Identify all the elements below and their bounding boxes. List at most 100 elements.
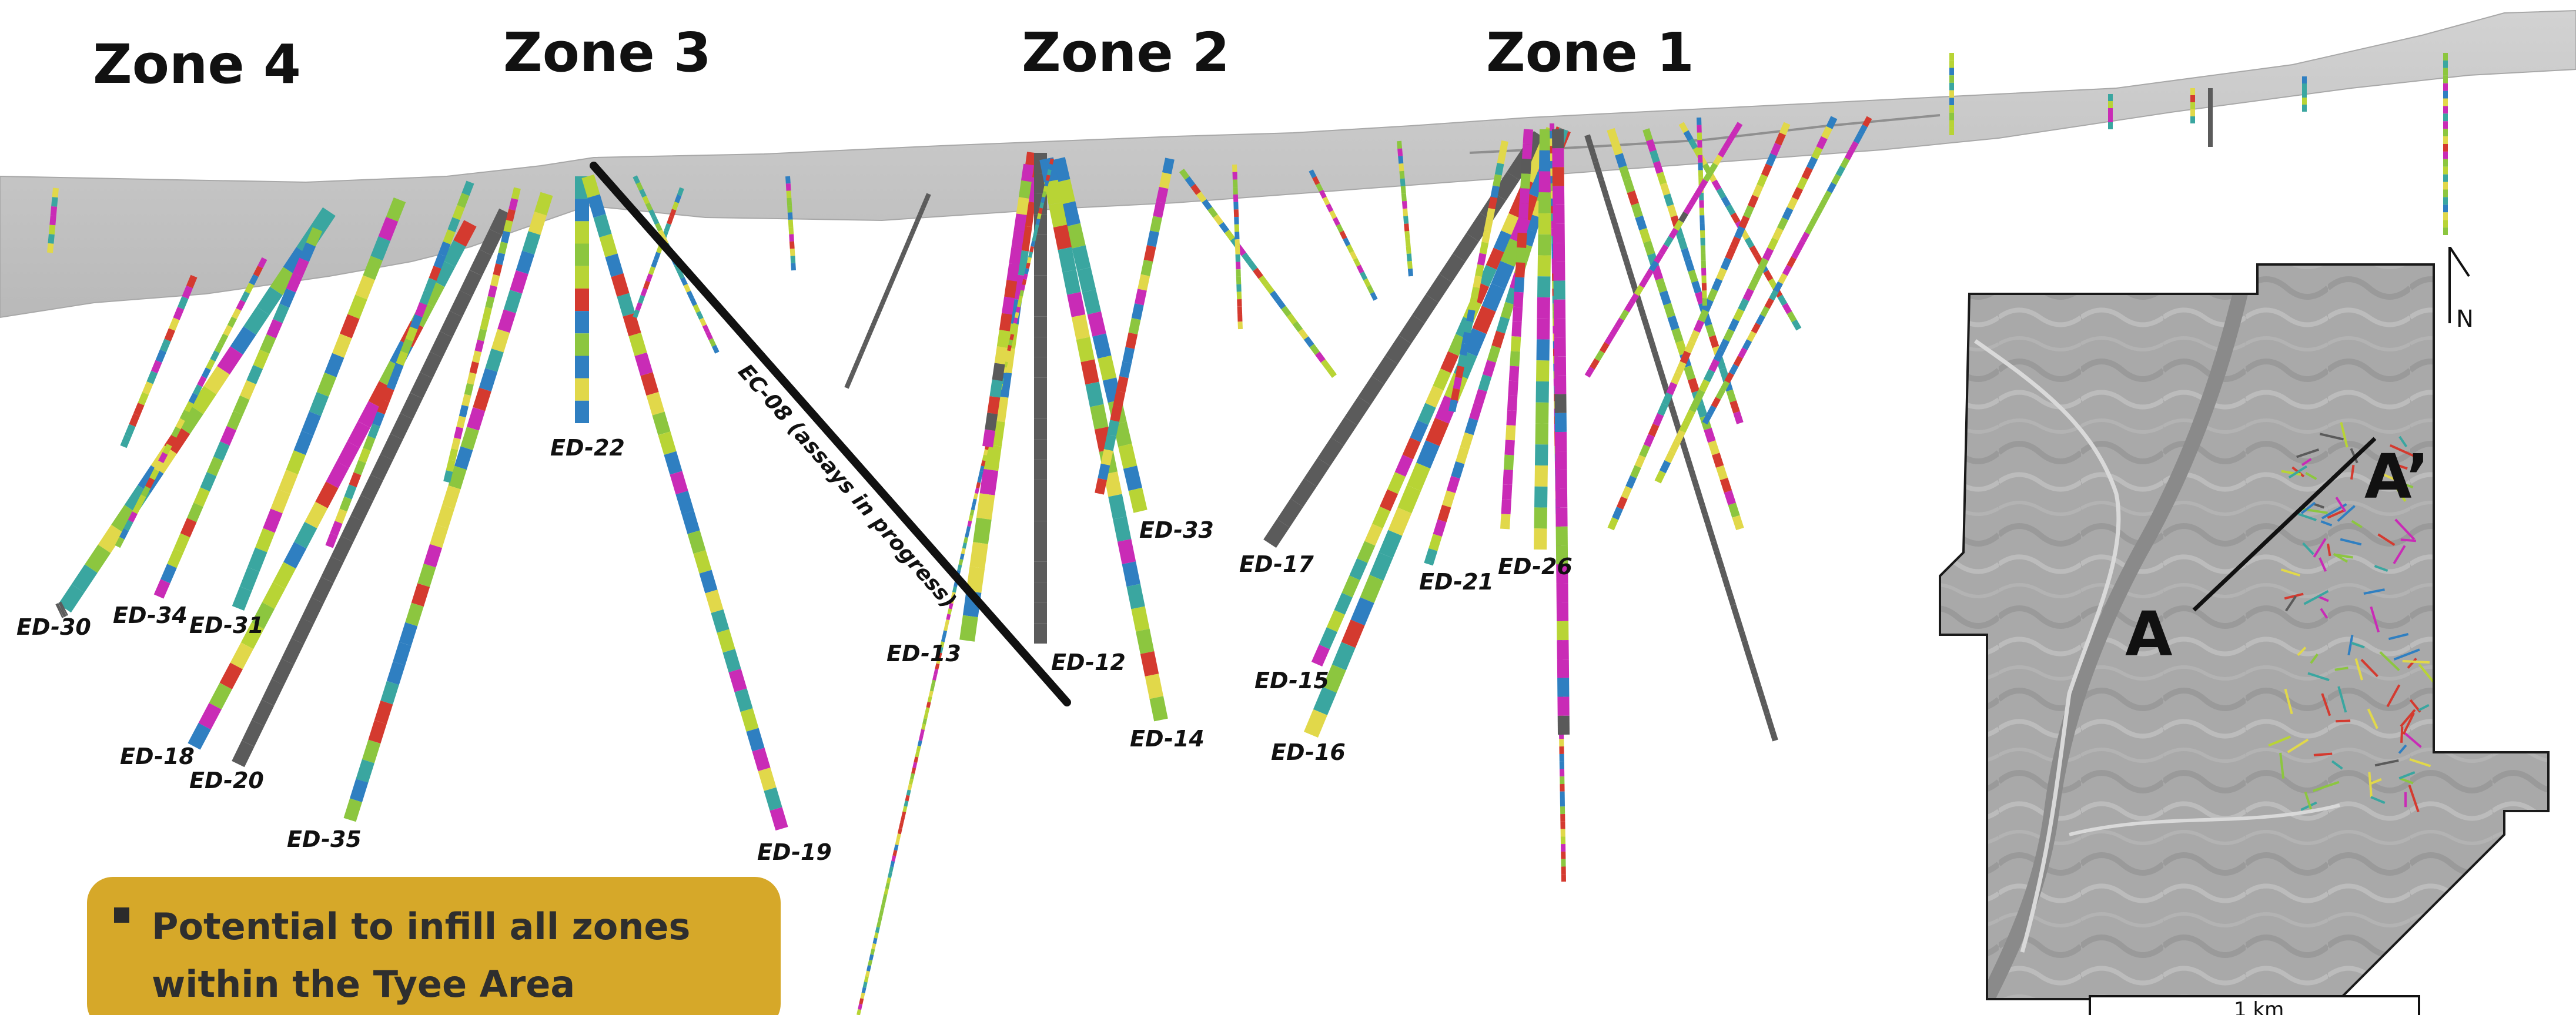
- trace-z2d: [1232, 164, 1243, 330]
- trace-ed-30-tip: [55, 601, 68, 618]
- inset-location-map: A A’ N 1 km: [1916, 247, 2576, 1015]
- inset-collar-trace: [2393, 483, 2407, 502]
- trace-ed-34: [153, 227, 323, 599]
- infill-callout-box: Potential to infill all zones within the…: [87, 877, 781, 1015]
- trace-ed-26: [1534, 129, 1553, 550]
- inset-collar-trace: [2363, 588, 2385, 595]
- inset-collar-trace: [2320, 520, 2333, 527]
- trace-ed-31: [232, 197, 406, 611]
- inset-collar-trace: [2307, 672, 2330, 682]
- inset-collar-trace: [2319, 557, 2327, 572]
- inset-collar-trace: [2313, 752, 2333, 756]
- terrain-surface: [0, 9, 2576, 319]
- trace-z2a: [982, 163, 1034, 448]
- trace-z1f: [1654, 116, 1838, 484]
- drill-collar-cluster: [2268, 422, 2437, 812]
- inset-collar-trace: [2368, 772, 2373, 798]
- hole-label-ed-12: ED-12: [1051, 649, 1126, 675]
- inset-collar-trace: [2407, 657, 2417, 669]
- inset-collar-trace: [2384, 460, 2408, 470]
- section-line-a-a-prime: [2192, 437, 2377, 612]
- hole-label-ed-20: ED-20: [189, 768, 264, 793]
- section-end-label: A’: [2364, 441, 2430, 512]
- inset-collar-trace: [2389, 444, 2416, 458]
- trace-z2e: [1309, 169, 1378, 301]
- hole-label-ed-13: ED-13: [886, 641, 961, 666]
- callout-bullet-marker: [114, 907, 129, 923]
- inset-collar-trace: [2284, 688, 2293, 715]
- callout-bullet-text: Potential to infill all zones within the…: [152, 905, 691, 1006]
- trace-z1i: [1448, 140, 1508, 413]
- trace-z2b: [1095, 158, 1175, 495]
- inset-collar-trace: [2284, 592, 2304, 600]
- inset-collar-trace: [2402, 712, 2415, 735]
- inset-collar-trace: [2279, 752, 2285, 779]
- trace-ed-18: [188, 220, 477, 750]
- trace-ed-14: [1039, 157, 1168, 722]
- hole-label-ed-30: ED-30: [16, 614, 91, 640]
- inset-collar-trace: [2280, 568, 2300, 577]
- trace-ed-35: [343, 192, 553, 822]
- trace-z1-mag2: [1500, 129, 1533, 530]
- inset-map-canvas: [1939, 247, 2550, 1015]
- inset-collar-trace: [2400, 726, 2404, 743]
- inset-collar-trace: [2400, 777, 2414, 785]
- trace-w7: [785, 176, 796, 271]
- inset-collar-trace: [2350, 464, 2355, 480]
- inset-collar-trace: [2337, 686, 2347, 713]
- inset-collar-trace: [2400, 709, 2416, 728]
- drill-holes-layer: [47, 53, 2448, 1015]
- inset-collar-trace: [2403, 732, 2422, 748]
- inset-collar-trace: [2313, 538, 2327, 558]
- inset-collar-trace: [2374, 759, 2399, 767]
- inset-collar-trace: [2287, 738, 2309, 753]
- inset-collar-trace: [2351, 520, 2363, 528]
- hole-label-ed-17: ED-17: [1239, 551, 1314, 577]
- inset-collar-trace: [2398, 436, 2408, 448]
- hole-label-ed-33: ED-33: [1139, 517, 1214, 543]
- inset-collar-trace: [2327, 543, 2331, 557]
- trace-w2: [120, 274, 198, 448]
- inset-collar-trace: [2402, 659, 2430, 664]
- hole-label-ed-19: ED-19: [757, 839, 832, 865]
- trace-z1e: [1607, 122, 1791, 531]
- inset-collar-trace: [2388, 632, 2409, 641]
- inset-collar-trace: [2379, 651, 2400, 672]
- zone-2-label: Zone 2: [1022, 21, 1230, 84]
- inset-collar-trace: [2298, 512, 2317, 521]
- inset-collar-trace: [2408, 785, 2420, 812]
- trace-z1g: [1702, 116, 1872, 425]
- trace-w3: [115, 257, 267, 548]
- north-arrow: [2448, 247, 2470, 323]
- inset-collar-trace: [2297, 646, 2307, 656]
- drainage-valley: [1980, 269, 2253, 999]
- inset-collar-trace: [2370, 778, 2382, 785]
- inset-collar-trace: [2304, 791, 2313, 810]
- inset-collar-trace: [2374, 469, 2397, 482]
- trace-w8: [844, 193, 931, 389]
- inset-collar-trace: [2296, 448, 2319, 458]
- inset-collar-trace: [2398, 771, 2416, 780]
- zone-1-label: Zone 1: [1486, 21, 1694, 84]
- inset-collar-trace: [2401, 482, 2414, 488]
- inset-collar-trace: [2340, 538, 2362, 546]
- inset-collar-trace: [2370, 606, 2380, 633]
- section-start-label: A: [2125, 598, 2173, 670]
- inset-collar-trace: [2310, 653, 2319, 664]
- inset-collar-trace: [2288, 465, 2307, 479]
- hole-label-ed-31: ED-31: [189, 612, 264, 638]
- ec08-drill-trace: [590, 162, 1071, 706]
- inset-collar-trace: [2347, 634, 2354, 656]
- hole-label-ed-16: ED-16: [1271, 739, 1346, 765]
- trace-ed-33: [1051, 157, 1148, 513]
- inset-collar-trace: [2360, 658, 2378, 678]
- inset-collar-trace: [2333, 552, 2348, 563]
- inset-collar-trace: [2409, 758, 2431, 768]
- inset-collar-trace: [2300, 501, 2316, 514]
- inset-collar-trace: [2394, 518, 2416, 541]
- hole-label-ed-34: ED-34: [113, 602, 188, 628]
- hole-label-ed-18: ED-18: [120, 743, 195, 769]
- inset-collar-trace: [2418, 704, 2430, 712]
